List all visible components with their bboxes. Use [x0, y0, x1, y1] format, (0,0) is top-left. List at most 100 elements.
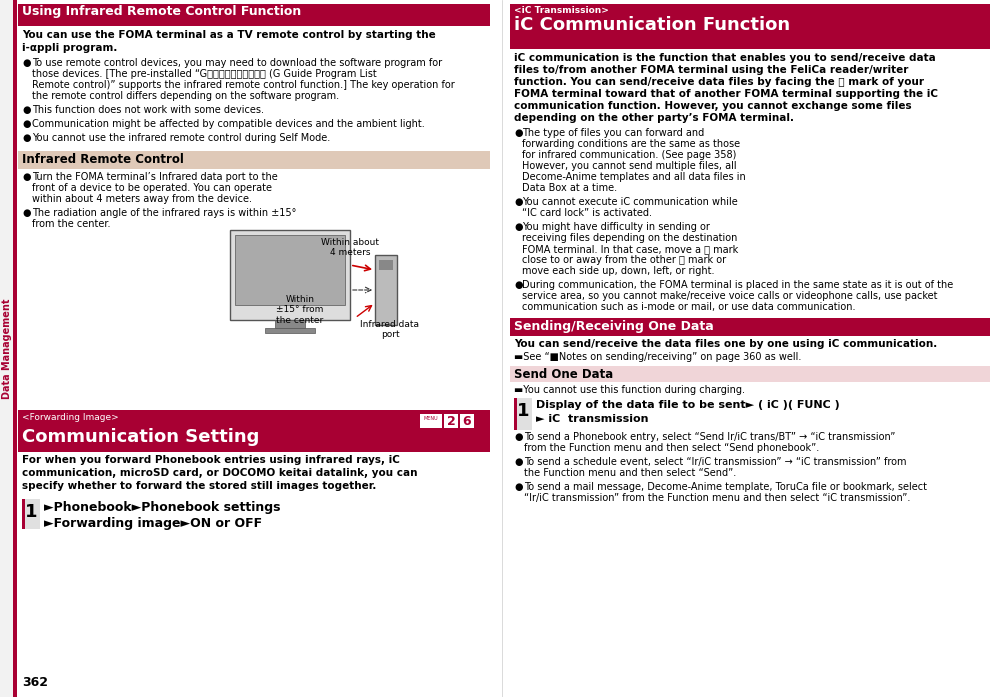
Text: files to/from another FOMA terminal using the FeliCa reader/writer: files to/from another FOMA terminal usin…	[514, 65, 908, 75]
Text: communication, microSD card, or DOCOMO keitai datalink, you can: communication, microSD card, or DOCOMO k…	[22, 468, 417, 478]
Text: ►Phonebook►Phonebook settings: ►Phonebook►Phonebook settings	[44, 501, 280, 514]
Text: ●: ●	[22, 133, 30, 143]
Text: ●: ●	[22, 58, 30, 68]
Text: ●: ●	[514, 432, 522, 442]
Bar	[13, 0, 17, 697]
Text: communication such as i-mode or mail, or use data communication.: communication such as i-mode or mail, or…	[522, 302, 855, 312]
Text: specify whether to forward the stored still images together.: specify whether to forward the stored st…	[22, 481, 376, 491]
Text: ●: ●	[514, 482, 522, 492]
Text: You cannot use the infrared remote control during Self Mode.: You cannot use the infrared remote contr…	[32, 133, 330, 143]
Text: ●: ●	[22, 105, 30, 115]
Text: To use remote control devices, you may need to download the software program for: To use remote control devices, you may n…	[32, 58, 441, 68]
Text: iC Communication Function: iC Communication Function	[514, 16, 789, 34]
Text: You cannot execute iC communication while: You cannot execute iC communication whil…	[522, 197, 737, 207]
Text: Remote control)” supports the infrared remote control function.] The key operati: Remote control)” supports the infrared r…	[32, 80, 454, 90]
Text: Infrared data
port: Infrared data port	[360, 320, 419, 339]
Bar	[0, 0, 16, 697]
Text: Communication Setting: Communication Setting	[22, 428, 259, 446]
Text: ●: ●	[514, 222, 522, 232]
Text: ▬See “■Notes on sending/receiving” on page 360 as well.: ▬See “■Notes on sending/receiving” on pa…	[514, 352, 800, 362]
Bar	[510, 4, 989, 49]
Text: for infrared communication. (See page 358): for infrared communication. (See page 35…	[522, 150, 735, 160]
Text: ●: ●	[22, 172, 30, 182]
Text: forwarding conditions are the same as those: forwarding conditions are the same as th…	[522, 139, 739, 149]
Bar	[235, 235, 345, 305]
Text: <Forwarding Image>: <Forwarding Image>	[22, 413, 118, 422]
Text: Decome-Anime templates and all data files in: Decome-Anime templates and all data file…	[522, 172, 745, 182]
Text: ●: ●	[22, 208, 30, 218]
Bar	[514, 398, 517, 430]
Bar	[378, 260, 392, 270]
Text: However, you cannot send multiple files, all: However, you cannot send multiple files,…	[522, 161, 736, 171]
Text: the Function menu and then select “Send”.: the Function menu and then select “Send”…	[524, 468, 735, 478]
Text: from the Function menu and then select “Send phonebook”.: from the Function menu and then select “…	[524, 443, 818, 453]
Text: function. You can send/receive data files by facing the ⑿ mark of your: function. You can send/receive data file…	[514, 77, 923, 87]
Text: Data Management: Data Management	[2, 298, 12, 399]
Text: You might have difficulty in sending or: You might have difficulty in sending or	[522, 222, 709, 232]
Text: ●: ●	[514, 128, 522, 138]
Bar	[510, 318, 989, 336]
Text: To send a mail message, Decome-Anime template, ToruCa file or bookmark, select: To send a mail message, Decome-Anime tem…	[524, 482, 926, 492]
Text: “IC card lock” is activated.: “IC card lock” is activated.	[522, 208, 651, 218]
Text: For when you forward Phonebook entries using infrared rays, iC: For when you forward Phonebook entries u…	[22, 455, 399, 465]
Text: Send One Data: Send One Data	[514, 368, 613, 381]
Text: front of a device to be operated. You can operate: front of a device to be operated. You ca…	[32, 183, 272, 193]
Text: Communication might be affected by compatible devices and the ambient light.: Communication might be affected by compa…	[32, 119, 424, 129]
Text: Within
±15° from
the center: Within ±15° from the center	[276, 295, 323, 325]
Bar	[375, 255, 396, 325]
Text: Infrared Remote Control: Infrared Remote Control	[22, 153, 184, 166]
Text: move each side up, down, left, or right.: move each side up, down, left, or right.	[522, 266, 714, 276]
Bar	[18, 151, 489, 169]
Bar	[510, 366, 989, 382]
Bar	[443, 414, 457, 428]
Text: from the center.: from the center.	[32, 219, 110, 229]
Text: Turn the FOMA terminal’s Infrared data port to the: Turn the FOMA terminal’s Infrared data p…	[32, 172, 278, 182]
Bar	[265, 328, 315, 333]
Text: Within about
4 meters: Within about 4 meters	[321, 238, 378, 257]
Text: ●: ●	[514, 197, 522, 207]
Text: ►Forwarding image►ON or OFF: ►Forwarding image►ON or OFF	[44, 517, 262, 530]
Bar	[459, 414, 473, 428]
Text: You can use the FOMA terminal as a TV remote control by starting the: You can use the FOMA terminal as a TV re…	[22, 30, 435, 40]
Text: depending on the other party’s FOMA terminal.: depending on the other party’s FOMA term…	[514, 113, 793, 123]
Text: During communication, the FOMA terminal is placed in the same state as it is out: During communication, the FOMA terminal …	[522, 280, 952, 290]
Text: Display of the data file to be sent► ( iC )( FUNC ): Display of the data file to be sent► ( i…	[536, 400, 839, 410]
Text: service area, so you cannot make/receive voice calls or videophone calls, use pa: service area, so you cannot make/receive…	[522, 291, 937, 301]
Text: To send a schedule event, select “Ir/iC transmission” → “iC transmission” from: To send a schedule event, select “Ir/iC …	[524, 457, 906, 467]
Bar	[22, 499, 40, 529]
Text: 1: 1	[25, 503, 37, 521]
Text: i-αppli program.: i-αppli program.	[22, 43, 117, 53]
Text: This function does not work with some devices.: This function does not work with some de…	[32, 105, 264, 115]
Text: ●: ●	[22, 119, 30, 129]
Text: Sending/Receiving One Data: Sending/Receiving One Data	[514, 320, 713, 333]
Bar	[230, 230, 350, 320]
Text: communication function. However, you cannot exchange some files: communication function. However, you can…	[514, 101, 911, 111]
Text: ●: ●	[514, 457, 522, 467]
Text: 362: 362	[22, 676, 48, 689]
Text: ●: ●	[514, 280, 522, 290]
Text: Using Infrared Remote Control Function: Using Infrared Remote Control Function	[22, 5, 301, 18]
Text: close to or away from the other ⑿ mark or: close to or away from the other ⑿ mark o…	[522, 255, 725, 265]
Text: within about 4 meters away from the device.: within about 4 meters away from the devi…	[32, 194, 252, 204]
Text: MENU: MENU	[423, 416, 438, 421]
Bar	[514, 398, 532, 430]
Bar	[275, 320, 305, 328]
Text: 1: 1	[517, 402, 529, 420]
Text: receiving files depending on the destination: receiving files depending on the destina…	[522, 233, 736, 243]
Bar	[18, 410, 489, 452]
Text: <iC Transmission>: <iC Transmission>	[514, 6, 608, 15]
Text: The radiation angle of the infrared rays is within ±15°: The radiation angle of the infrared rays…	[32, 208, 296, 218]
Text: You can send/receive the data files one by one using iC communication.: You can send/receive the data files one …	[514, 339, 937, 349]
Text: FOMA terminal toward that of another FOMA terminal supporting the iC: FOMA terminal toward that of another FOM…	[514, 89, 937, 99]
Text: Data Box at a time.: Data Box at a time.	[522, 183, 617, 193]
Text: those devices. [The pre-installed “Gガイド番組表リモコン (G Guide Program List: those devices. [The pre-installed “Gガイド番…	[32, 69, 376, 79]
Text: The type of files you can forward and: The type of files you can forward and	[522, 128, 703, 138]
Text: 6: 6	[462, 415, 470, 428]
Text: “Ir/iC transmission” from the Function menu and then select “iC transmission”.: “Ir/iC transmission” from the Function m…	[524, 493, 910, 503]
Text: ► iC  transmission: ► iC transmission	[536, 414, 648, 424]
Bar	[22, 499, 25, 529]
Text: To send a Phonebook entry, select “Send Ir/iC trans/BT” → “iC transmission”: To send a Phonebook entry, select “Send …	[524, 432, 895, 442]
Text: ▬You cannot use this function during charging.: ▬You cannot use this function during cha…	[514, 385, 744, 395]
Bar	[18, 4, 489, 26]
Text: the remote control differs depending on the software program.: the remote control differs depending on …	[32, 91, 339, 101]
